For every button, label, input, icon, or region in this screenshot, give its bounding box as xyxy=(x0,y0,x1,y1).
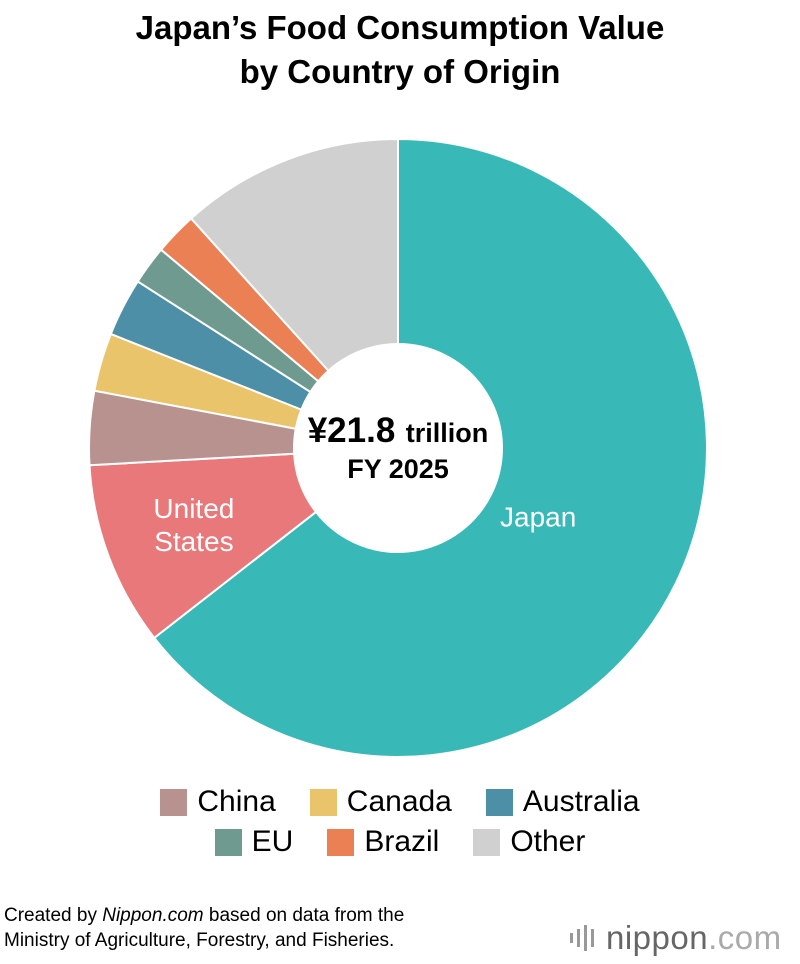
legend-swatch-brazil xyxy=(327,828,355,856)
bars-icon xyxy=(570,925,598,951)
chart-title: Japan’s Food Consumption Value by Countr… xyxy=(0,6,800,94)
legend-item-australia: Australia xyxy=(485,785,640,819)
legend-label-canada: Canada xyxy=(346,785,452,818)
pie-slice-japan xyxy=(152,137,708,758)
legend-label-china: China xyxy=(197,785,276,818)
legend-swatch-eu xyxy=(214,828,242,856)
legend-item-eu: EU xyxy=(214,825,294,859)
legend-item-china: China xyxy=(160,785,276,819)
legend-item-other: Other xyxy=(473,825,585,859)
legend-item-brazil: Brazil xyxy=(327,825,439,859)
legend-label-brazil: Brazil xyxy=(364,825,440,858)
slice-label-united-states: United States xyxy=(153,493,234,557)
donut-chart: Japan United States ¥21.8 trillion FY 2025 xyxy=(88,137,708,758)
source-prefix: Created by xyxy=(4,905,103,926)
center-total: ¥21.8 trillion xyxy=(308,411,489,450)
legend-item-canada: Canada xyxy=(309,785,452,819)
center-period: FY 2025 xyxy=(347,454,449,484)
nippon-logo: nippon .com xyxy=(570,918,782,958)
legend-label-other: Other xyxy=(510,825,586,858)
source-line-2: Ministry of Agriculture, Forestry, and F… xyxy=(4,930,395,951)
source-site: Nippon.com xyxy=(102,905,204,926)
source-note: Created by Nippon.com based on data from… xyxy=(4,903,404,953)
legend-label-australia: Australia xyxy=(522,785,640,818)
center-total-unit: trillion xyxy=(406,418,489,448)
legend-swatch-canada xyxy=(309,788,337,816)
pie-slice-united-states xyxy=(88,452,318,640)
legend-swatch-china xyxy=(160,788,188,816)
center-label: ¥21.8 trillion FY 2025 xyxy=(308,411,489,484)
pie-slices xyxy=(88,137,708,758)
legend-row-1: China Canada Australia xyxy=(0,782,800,822)
legend: China Canada Australia EU Brazil Other xyxy=(0,782,800,862)
source-line-1: Created by Nippon.com based on data from… xyxy=(4,903,404,928)
source-suffix: based on data from the xyxy=(203,905,405,926)
legend-swatch-australia xyxy=(485,788,513,816)
pie-slice-other xyxy=(189,137,399,373)
pie-slice-labels: Japan United States xyxy=(153,493,576,557)
legend-swatch-other xyxy=(473,828,501,856)
center-total-value: ¥21.8 xyxy=(308,411,396,450)
logo-name: nippon xyxy=(606,919,709,956)
legend-label-eu: EU xyxy=(251,825,294,858)
logo-domain: .com xyxy=(708,919,782,956)
legend-row-2: EU Brazil Other xyxy=(0,822,800,862)
chart-title-line-2: by Country of Origin xyxy=(239,53,561,90)
slice-label-japan: Japan xyxy=(500,501,576,532)
chart-title-line-1: Japan’s Food Consumption Value xyxy=(135,9,665,46)
